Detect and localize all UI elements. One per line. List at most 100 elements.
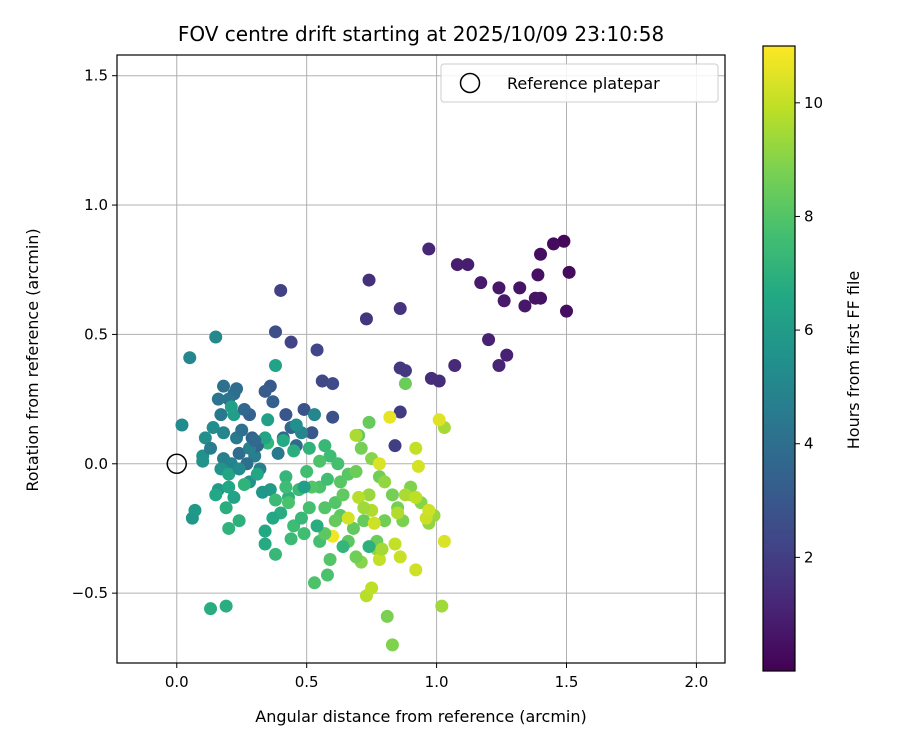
- data-point-35: [326, 410, 340, 424]
- data-point-183: [310, 519, 324, 533]
- data-point-1: [547, 237, 561, 251]
- data-point-47: [232, 446, 246, 460]
- data-point-21: [432, 374, 446, 388]
- data-point-142: [367, 516, 381, 530]
- data-point-123: [300, 465, 314, 479]
- data-point-70: [261, 413, 275, 427]
- data-point-172: [354, 441, 368, 455]
- data-point-190: [209, 488, 223, 502]
- data-point-33: [326, 377, 340, 391]
- data-point-154: [256, 485, 270, 499]
- y-tick-label-2: 0.5: [84, 325, 108, 343]
- data-point-143: [341, 511, 355, 525]
- data-point-24: [359, 312, 373, 326]
- data-point-27: [393, 405, 407, 419]
- data-point-199: [230, 382, 244, 396]
- data-point-76: [204, 602, 218, 616]
- data-point-138: [375, 542, 389, 556]
- data-point-114: [383, 410, 397, 424]
- data-point-108: [372, 553, 386, 567]
- data-point-30: [284, 335, 298, 349]
- data-point-164: [318, 439, 332, 453]
- data-point-175: [398, 488, 412, 502]
- data-point-153: [266, 511, 280, 525]
- data-point-191: [227, 490, 241, 504]
- colorbar-tick-label-2: 6: [804, 321, 814, 339]
- data-point-79: [222, 521, 236, 535]
- data-point-149: [302, 501, 316, 515]
- data-point-132: [385, 488, 399, 502]
- data-point-9: [518, 299, 532, 313]
- data-point-196: [281, 496, 295, 510]
- data-point-185: [289, 418, 303, 432]
- data-point-22: [362, 273, 376, 287]
- data-point-51: [211, 392, 225, 406]
- colorbar-tick-label-0: 2: [804, 548, 814, 566]
- data-point-32: [315, 374, 329, 388]
- legend: Reference platepar: [440, 63, 719, 103]
- y-tick-label-3: 1.0: [84, 196, 108, 214]
- data-point-112: [437, 534, 451, 548]
- plot-frame: [116, 54, 726, 664]
- data-point-187: [224, 400, 238, 414]
- data-point-61: [206, 421, 220, 435]
- data-point-156: [232, 462, 246, 476]
- data-point-34: [268, 325, 282, 339]
- data-point-82: [284, 532, 298, 546]
- y-tick-label-0: −0.5: [72, 584, 108, 602]
- data-point-28: [388, 439, 402, 453]
- data-point-171: [349, 465, 363, 479]
- data-point-60: [175, 418, 189, 432]
- data-point-109: [393, 550, 407, 564]
- data-point-23: [393, 302, 407, 316]
- data-point-184: [297, 480, 311, 494]
- colorbar: [762, 45, 796, 672]
- data-point-110: [409, 563, 423, 577]
- data-point-18: [422, 242, 436, 256]
- x-tick-label-4: 2.0: [684, 673, 708, 691]
- legend-entry-reference: Reference platepar: [507, 74, 660, 93]
- data-point-182: [336, 540, 350, 554]
- x-axis-label: Angular distance from reference (arcmin): [255, 707, 586, 726]
- data-point-193: [237, 477, 251, 491]
- data-point-188: [217, 426, 231, 440]
- data-point-93: [398, 377, 412, 391]
- x-axis-ticks: 0.0 0.5 1.0 1.5 2.0: [165, 663, 708, 691]
- data-point-0: [557, 234, 571, 248]
- x-tick-label-3: 1.5: [555, 673, 579, 691]
- colorbar-tick-label-3: 8: [804, 207, 814, 225]
- legend-box: [440, 63, 719, 103]
- x-tick-label-1: 0.5: [295, 673, 319, 691]
- legend-marker: [459, 72, 481, 94]
- data-point-84: [297, 527, 311, 541]
- data-point-107: [365, 581, 379, 595]
- data-point-176: [391, 506, 405, 520]
- data-point-92: [362, 415, 376, 429]
- data-point-146: [328, 514, 342, 528]
- data-point-17: [492, 358, 506, 372]
- data-point-97: [385, 638, 399, 652]
- data-point-161: [287, 444, 301, 458]
- data-point-16: [500, 348, 514, 362]
- data-point-121: [279, 470, 293, 484]
- data-points: [175, 234, 576, 652]
- data-point-19: [448, 358, 462, 372]
- data-point-13: [461, 258, 475, 272]
- data-point-128: [346, 521, 360, 535]
- data-point-75: [258, 537, 272, 551]
- data-point-179: [372, 457, 386, 471]
- data-point-12: [474, 276, 488, 290]
- data-point-139: [388, 537, 402, 551]
- data-point-14: [450, 258, 464, 272]
- data-point-118: [235, 423, 249, 437]
- data-point-145: [357, 501, 371, 515]
- data-point-159: [250, 467, 264, 481]
- data-point-174: [378, 475, 392, 489]
- data-point-170: [336, 488, 350, 502]
- data-point-111: [411, 459, 425, 473]
- data-point-52: [214, 408, 228, 422]
- y-axis-label: Rotation from reference (arcmin): [23, 228, 42, 491]
- data-point-194: [279, 480, 293, 494]
- reference-platepar-marker: [166, 453, 188, 475]
- data-point-67: [188, 503, 202, 517]
